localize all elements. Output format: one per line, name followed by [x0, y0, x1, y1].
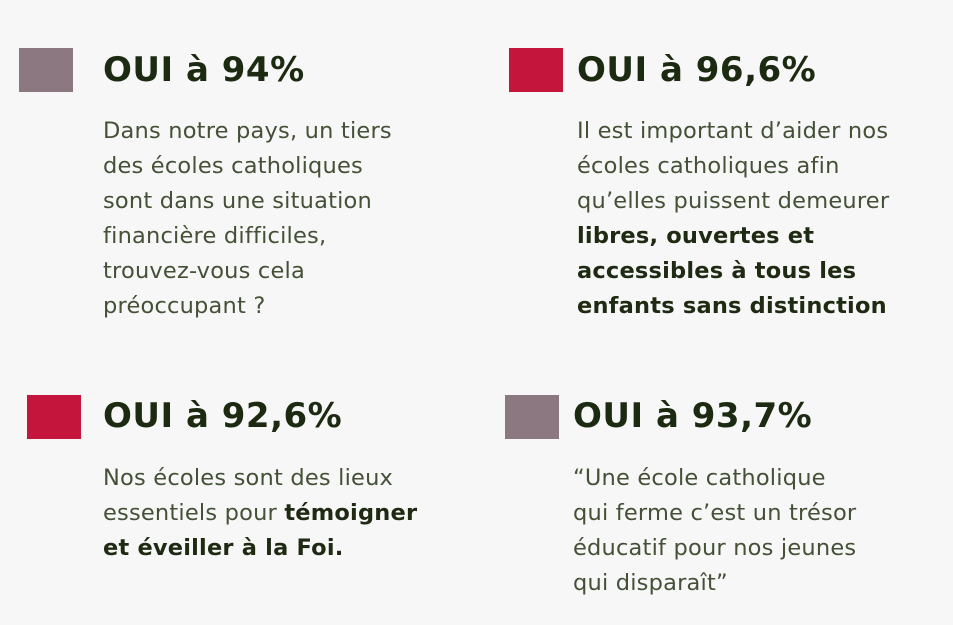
text-line: qui disparaît” — [573, 570, 728, 596]
red-square-marker — [509, 48, 563, 92]
card-4-text: “Une école catholique qui ferme c’est un… — [573, 461, 856, 601]
text-line: trouvez-vous cela — [103, 258, 305, 284]
text-line: éducatif pour nos jeunes — [573, 535, 857, 561]
text-line: préoccupant ? — [103, 293, 266, 319]
text-line-bold: enfants sans distinction — [577, 293, 887, 319]
grey-square-marker — [19, 48, 73, 92]
text-line: “Une école catholique — [573, 465, 826, 491]
text-line-bold: accessibles à tous les — [577, 258, 857, 284]
text-line: qui ferme c’est un trésor — [573, 500, 857, 526]
red-square-marker — [27, 395, 81, 439]
text-line: des écoles catholiques — [103, 153, 363, 179]
card-4-heading: OUI à 93,7% — [573, 396, 813, 436]
text-line: écoles catholiques afin — [577, 153, 840, 179]
text-line: qu’elles puissent demeurer — [577, 188, 890, 214]
text-line: financière difficiles, — [103, 223, 327, 249]
text-line-bold: et éveiller à la Foi. — [103, 535, 344, 561]
card-2-heading: OUI à 96,6% — [577, 50, 817, 90]
text-line: Nos écoles sont des lieux — [103, 465, 394, 491]
card-1-heading: OUI à 94% — [103, 50, 305, 90]
text-line-bold: libres, ouvertes et — [577, 223, 815, 249]
card-3-text: Nos écoles sont des lieux essentiels pou… — [103, 461, 417, 566]
text-line: essentiels pour témoigner — [103, 496, 417, 531]
card-1-text: Dans notre pays, un tiers des écoles cat… — [103, 114, 392, 324]
text-bold: témoigner — [284, 500, 418, 526]
card-2-text: Il est important d’aider nos écoles cath… — [577, 114, 889, 324]
card-3-heading: OUI à 92,6% — [103, 396, 343, 436]
text-line: sont dans une situation — [103, 188, 372, 214]
text-normal: essentiels pour — [103, 500, 285, 526]
text-line: Dans notre pays, un tiers — [103, 118, 392, 144]
text-line: Il est important d’aider nos — [577, 118, 889, 144]
grey-square-marker — [505, 395, 559, 439]
